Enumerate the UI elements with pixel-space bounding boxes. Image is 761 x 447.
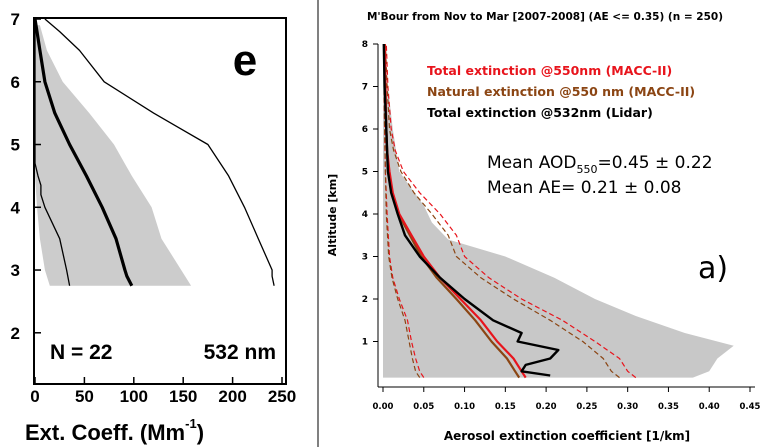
a-band-layer: [383, 44, 734, 378]
e-ticks: 0 50 100 150 200 250 2 3 4 5 6 7: [11, 10, 297, 406]
a-series-line-2: [382, 43, 560, 377]
a-legend: Total extinction @550nm (MACC-II) Natura…: [427, 63, 695, 120]
e-x-tick-label: 0: [30, 387, 39, 406]
e-band-layer: [35, 25, 192, 286]
a-y-tick-label: 6: [362, 125, 368, 135]
e-y-tick-label: 5: [11, 136, 20, 155]
a-spread-band: [383, 44, 734, 378]
e-plot-frame: [33, 17, 287, 385]
e-xlabel-close: ): [197, 420, 204, 445]
e-y-tick-label: 2: [11, 324, 20, 343]
legend-entry-natural-550: Natural extinction @550 nm (MACC-II): [427, 84, 695, 99]
a-y-tick-label: 8: [362, 40, 368, 50]
e-x-tick-label: 250: [268, 387, 296, 406]
a-total-upper-dashed-line: [385, 43, 637, 379]
e-panel-label: e: [233, 36, 257, 85]
stat-aod-sub: 550: [577, 163, 598, 176]
stat-mean-aod: Mean AOD550=0.45 ± 0.22: [487, 153, 713, 176]
a-y-tick-label: 5: [362, 168, 368, 178]
panel-e: 0 50 100 150 200 250 2 3 4 5 6 7 e N = 22 532 nm Ex…: [11, 10, 297, 445]
a-x-tick-label: 0.20: [536, 402, 557, 412]
e-y-tick-label: 7: [11, 10, 20, 29]
e-xlabel-main: Ext. Coeff. (Mm: [25, 420, 185, 445]
a-y-axis-label: Altitude [km]: [326, 174, 339, 256]
a-title: M'Bour from Nov to Mar [2007-2008] (AE <…: [367, 11, 723, 23]
a-y-tick-label: 7: [362, 83, 368, 93]
a-ticks: 0.00 0.05 0.10 0.15 0.20 0.25 0.30 0.35 0.40 0.45…: [362, 40, 761, 412]
a-panel-label: a): [698, 251, 728, 286]
e-y-tick-label: 3: [11, 261, 20, 280]
legend-entry-lidar-532: Total extinction @532nm (Lidar): [427, 105, 653, 120]
a-x-tick-label: 0.05: [413, 402, 434, 412]
a-y-tick-label: 1: [362, 338, 368, 348]
a-x-tick-label: 0.25: [576, 402, 597, 412]
panel-a: M'Bour from Nov to Mar [2007-2008] (AE <…: [326, 11, 761, 443]
a-x-axis-label: Aerosol extinction coefficient [1/km]: [444, 429, 690, 443]
e-x-tick-label: 50: [75, 387, 94, 406]
e-upper-profile-line: [44, 18, 275, 286]
a-x-tick-label: 0.45: [740, 402, 761, 412]
e-y-tick-label: 4: [11, 198, 21, 217]
e-xlabel-exp: -1: [185, 416, 197, 431]
a-x-tick-label: 0.00: [373, 402, 394, 412]
a-x-tick-label: 0.30: [617, 402, 638, 412]
a-lines-layer: [382, 43, 637, 379]
a-y-tick-label: 2: [362, 295, 368, 305]
legend-entry-total-550: Total extinction @550nm (MACC-II): [427, 63, 672, 78]
stat-aod-suffix: =0.45 ± 0.22: [598, 153, 713, 173]
e-annotation-n: N = 22: [50, 341, 112, 364]
stat-aod-prefix: Mean AOD: [487, 153, 577, 173]
e-y-tick-label: 6: [11, 73, 20, 92]
e-mean-profile-line: [33, 18, 134, 287]
a-x-tick-label: 0.35: [658, 402, 679, 412]
e-annotation-wl: 532 nm: [204, 341, 276, 364]
e-x-tick-label: 150: [169, 387, 197, 406]
e-spread-band: [35, 25, 192, 286]
a-y-tick-label: 3: [362, 253, 368, 263]
a-x-tick-label: 0.40: [699, 402, 720, 412]
e-x-axis-label: Ext. Coeff. (Mm-1): [25, 416, 204, 445]
a-natural-upper-dashed-line: [384, 43, 620, 379]
a-x-tick-label: 0.10: [454, 402, 475, 412]
e-x-tick-label: 100: [120, 387, 148, 406]
a-natural-lower-dashed-line: [383, 43, 421, 378]
a-y-tick-label: 4: [362, 210, 368, 220]
e-x-tick-label: 200: [218, 387, 246, 406]
stat-mean-ae: Mean AE= 0.21 ± 0.08: [487, 178, 682, 198]
a-x-tick-label: 0.15: [495, 402, 516, 412]
